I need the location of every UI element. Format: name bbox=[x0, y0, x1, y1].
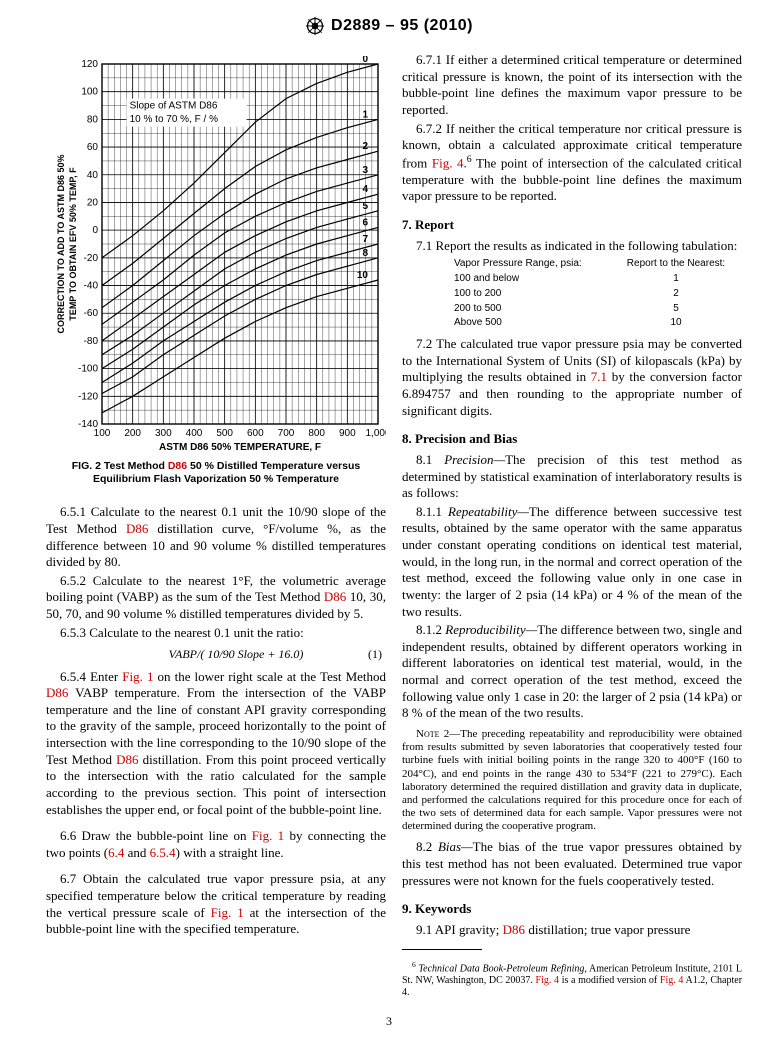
link-6.5.4[interactable]: 6.5.4 bbox=[150, 845, 176, 860]
svg-text:10 % to 70 %, F / %: 10 % to 70 %, F / % bbox=[130, 114, 218, 125]
para-8.2: 8.2 Bias—The bias of the true vapor pres… bbox=[402, 839, 742, 889]
report-table: Vapor Pressure Range, psia: Report to th… bbox=[402, 256, 742, 332]
svg-text:-60: -60 bbox=[84, 308, 99, 319]
equation-1: VABP/( 10/90 Slope + 16.0) (1) bbox=[86, 647, 386, 662]
svg-text:60: 60 bbox=[87, 142, 99, 153]
link-fig4[interactable]: Fig. 4 bbox=[660, 975, 684, 986]
section-9-head: 9. Keywords bbox=[402, 901, 742, 918]
svg-text:TEMP TO OBTAIN EFV 50% TEMP, F: TEMP TO OBTAIN EFV 50% TEMP, F bbox=[68, 167, 78, 321]
svg-text:7: 7 bbox=[362, 234, 368, 245]
svg-text:120: 120 bbox=[81, 59, 98, 70]
link-d86[interactable]: D86 bbox=[116, 752, 138, 767]
svg-text:500: 500 bbox=[216, 428, 233, 439]
link-fig1[interactable]: Fig. 1 bbox=[122, 669, 153, 684]
svg-text:4: 4 bbox=[362, 184, 368, 195]
svg-text:5: 5 bbox=[362, 201, 368, 212]
svg-text:2: 2 bbox=[362, 141, 368, 152]
left-column: 1002003004005006007008009001,000-140-120… bbox=[46, 52, 386, 940]
svg-text:-40: -40 bbox=[84, 281, 99, 292]
svg-text:10: 10 bbox=[357, 270, 369, 281]
svg-text:CORRECTION TO ADD TO ASTM D86: CORRECTION TO ADD TO ASTM D86 50% bbox=[56, 154, 66, 333]
designation: D2889 – 95 (2010) bbox=[331, 17, 473, 34]
para-6.5.1: 6.5.1 Calculate to the nearest 0.1 unit … bbox=[46, 504, 386, 571]
svg-text:400: 400 bbox=[186, 428, 203, 439]
svg-text:-20: -20 bbox=[84, 253, 99, 264]
svg-text:0: 0 bbox=[92, 225, 98, 236]
svg-text:900: 900 bbox=[339, 428, 356, 439]
svg-text:300: 300 bbox=[155, 428, 172, 439]
para-6.5.2: 6.5.2 Calculate to the nearest 1°F, the … bbox=[46, 573, 386, 623]
section-7-head: 7. Report bbox=[402, 217, 742, 234]
link-6.4[interactable]: 6.4 bbox=[108, 845, 124, 860]
svg-text:80: 80 bbox=[87, 114, 99, 125]
svg-text:ASTM D86 50% TEMPERATURE, F: ASTM D86 50% TEMPERATURE, F bbox=[159, 442, 321, 453]
para-6.7.2: 6.7.2 If neither the critical temperatur… bbox=[402, 121, 742, 205]
svg-text:-120: -120 bbox=[78, 391, 98, 402]
para-8.1.2: 8.1.2 Reproducibility—The difference bet… bbox=[402, 622, 742, 722]
svg-text:40: 40 bbox=[87, 170, 99, 181]
svg-text:-140: -140 bbox=[78, 419, 98, 430]
table-row: 100 and below1 bbox=[404, 273, 740, 286]
para-9.1: 9.1 API gravity; D86 distillation; true … bbox=[402, 922, 742, 939]
table-row: Above 50010 bbox=[404, 317, 740, 330]
svg-text:3: 3 bbox=[362, 165, 368, 176]
svg-text:100: 100 bbox=[81, 87, 98, 98]
footnote-6: 6 Technical Data Book-Petroleum Refining… bbox=[402, 960, 742, 999]
svg-text:-100: -100 bbox=[78, 364, 98, 375]
fig2-cap-link[interactable]: D86 bbox=[168, 460, 187, 472]
link-d86[interactable]: D86 bbox=[46, 685, 68, 700]
svg-text:800: 800 bbox=[308, 428, 325, 439]
figure-2-svg: 1002003004005006007008009001,000-140-120… bbox=[46, 56, 386, 456]
svg-text:Slope of ASTM D86: Slope of ASTM D86 bbox=[130, 100, 218, 111]
para-6.5.4: 6.5.4 Enter Fig. 1 on the lower right sc… bbox=[46, 669, 386, 819]
svg-text:700: 700 bbox=[278, 428, 295, 439]
link-7.1[interactable]: 7.1 bbox=[591, 369, 607, 384]
link-fig1[interactable]: Fig. 1 bbox=[252, 828, 284, 843]
svg-text:0: 0 bbox=[362, 56, 368, 65]
table-row: 100 to 2002 bbox=[404, 288, 740, 301]
table-row: 200 to 5005 bbox=[404, 303, 740, 316]
svg-text:6: 6 bbox=[362, 217, 368, 228]
link-d86[interactable]: D86 bbox=[126, 521, 148, 536]
svg-text:8: 8 bbox=[362, 248, 368, 259]
para-7.1: 7.1 Report the results as indicated in t… bbox=[402, 238, 742, 255]
para-7.2: 7.2 The calculated true vapor pressure p… bbox=[402, 336, 742, 419]
link-d86[interactable]: D86 bbox=[503, 922, 525, 937]
link-d86[interactable]: D86 bbox=[324, 589, 346, 604]
svg-text:-80: -80 bbox=[84, 336, 99, 347]
section-8-head: 8. Precision and Bias bbox=[402, 431, 742, 448]
table-header: Report to the Nearest: bbox=[612, 258, 740, 271]
table-header: Vapor Pressure Range, psia: bbox=[404, 258, 610, 271]
para-6.7.1: 6.7.1 If either a determined critical te… bbox=[402, 52, 742, 119]
figure-2-caption: FIG. 2 Test Method D86 50 % Distilled Te… bbox=[46, 460, 386, 486]
link-fig4[interactable]: Fig. 4 bbox=[432, 155, 464, 170]
svg-text:20: 20 bbox=[87, 197, 99, 208]
figure-2-chart: 1002003004005006007008009001,000-140-120… bbox=[46, 56, 386, 456]
doc-header: D2889 – 95 (2010) bbox=[0, 16, 778, 36]
para-8.1.1: 8.1.1 Repeatability—The difference betwe… bbox=[402, 504, 742, 620]
para-6.6: 6.6 Draw the bubble-point line on Fig. 1… bbox=[46, 828, 386, 861]
svg-text:600: 600 bbox=[247, 428, 264, 439]
page-number: 3 bbox=[0, 1014, 778, 1029]
link-fig4[interactable]: Fig. 4 bbox=[536, 975, 560, 986]
svg-text:1,000: 1,000 bbox=[365, 428, 386, 439]
link-fig1[interactable]: Fig. 1 bbox=[211, 905, 244, 920]
para-8.1: 8.1 Precision—The precision of this test… bbox=[402, 452, 742, 502]
page: D2889 – 95 (2010) 1002003004005006007008… bbox=[0, 0, 778, 1041]
note-2: Note 2—The preceding repeatability and r… bbox=[402, 728, 742, 834]
svg-text:200: 200 bbox=[124, 428, 141, 439]
astm-logo-icon bbox=[305, 16, 325, 36]
right-column: 6.7.1 If either a determined critical te… bbox=[402, 52, 742, 1009]
footnote-separator bbox=[402, 949, 482, 950]
para-6.7: 6.7 Obtain the calculated true vapor pre… bbox=[46, 871, 386, 938]
para-6.5.3: 6.5.3 Calculate to the nearest 0.1 unit … bbox=[46, 625, 386, 642]
fig2-cap-a: FIG. 2 Test Method bbox=[72, 460, 168, 472]
table-row: Vapor Pressure Range, psia: Report to th… bbox=[404, 258, 740, 271]
svg-text:1: 1 bbox=[362, 109, 368, 120]
